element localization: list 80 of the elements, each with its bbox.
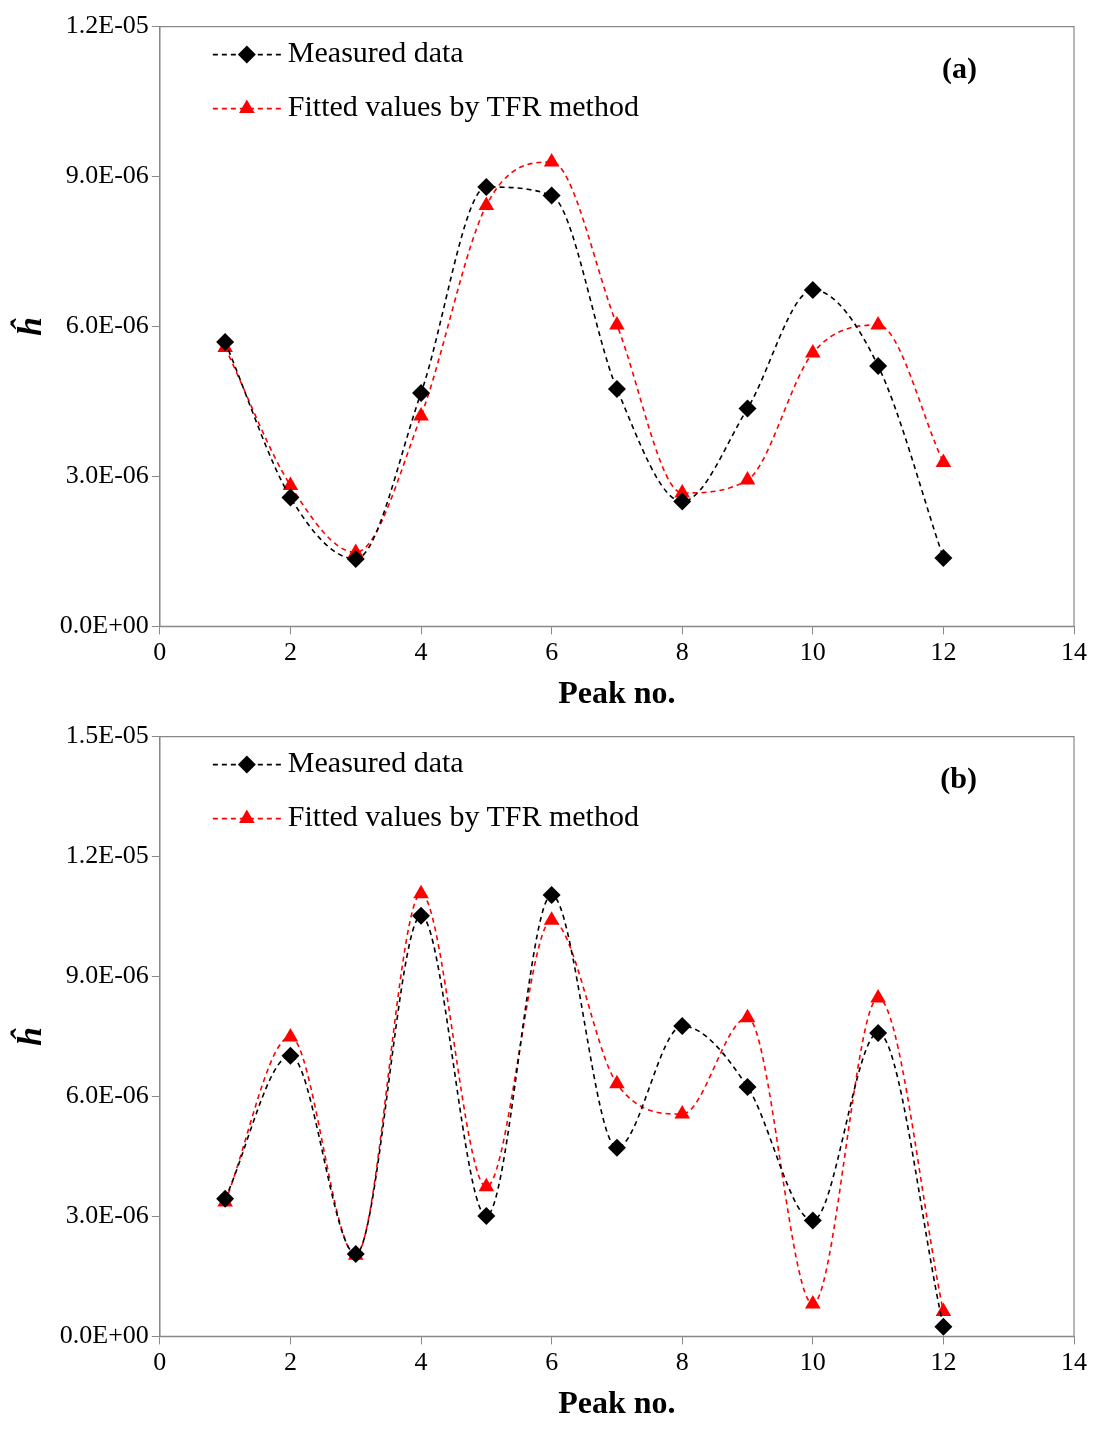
point: [542, 885, 561, 904]
point: [803, 1211, 822, 1230]
point: [934, 548, 953, 567]
point: [870, 316, 886, 330]
point: [739, 1008, 756, 1023]
y-tick-label: 6.0E-06: [65, 310, 149, 340]
point: [282, 1027, 299, 1042]
annotation: (b): [940, 761, 977, 796]
legend-label: Measured data: [287, 35, 464, 69]
y-tick-label: 0.0E+00: [59, 1320, 149, 1350]
point: [609, 1074, 625, 1089]
x-tick-label: 10: [799, 1346, 826, 1376]
point: [543, 153, 560, 167]
x-axis-title: Peak no.: [558, 674, 676, 711]
x-tick-label: 4: [414, 636, 428, 666]
point: [674, 1105, 691, 1119]
y-tick-label: 3.0E-06: [65, 1200, 149, 1230]
point: [803, 281, 822, 300]
y-tick-label: 1.2E-05: [65, 10, 149, 40]
point: [543, 911, 560, 925]
legend-label: Fitted values by TFR method: [287, 799, 639, 833]
point: [412, 906, 431, 925]
legend-label: Measured data: [287, 745, 464, 779]
y-tick-label: 6.0E-06: [65, 1080, 149, 1110]
y-axis-title: ĥ: [10, 317, 49, 336]
point: [935, 1302, 952, 1317]
point: [738, 1077, 757, 1096]
point: [413, 406, 429, 421]
y-tick-label: 9.0E-06: [65, 960, 149, 990]
x-tick-label: 2: [283, 1346, 297, 1376]
point: [216, 333, 235, 351]
point: [935, 453, 952, 467]
point: [412, 383, 431, 402]
point: [934, 1317, 953, 1336]
point: [282, 476, 299, 490]
x-tick-label: 14: [1061, 636, 1087, 666]
y-tick-label: 3.0E-06: [65, 460, 149, 490]
point: [478, 196, 495, 211]
x-tick-label: 2: [283, 636, 297, 666]
point: [673, 492, 692, 511]
point: [869, 1023, 888, 1042]
y-tick-label: 1.5E-05: [65, 720, 149, 750]
point: [870, 989, 886, 1003]
point: [346, 1245, 365, 1264]
y-tick-label: 9.0E-06: [65, 160, 149, 190]
y-axis-title: ĥ: [10, 1027, 49, 1046]
y-tick-label: 0.0E+00: [59, 610, 149, 640]
annotation: (a): [942, 51, 977, 86]
x-tick-label: 8: [675, 1346, 689, 1376]
point: [738, 399, 757, 418]
point: [477, 1207, 496, 1226]
point: [281, 488, 300, 507]
point: [478, 1177, 495, 1192]
point: [805, 1295, 821, 1309]
y-tick-label: 1.2E-05: [65, 840, 149, 870]
point: [216, 1189, 235, 1208]
point: [413, 884, 429, 899]
x-tick-label: 10: [799, 636, 826, 666]
x-tick-label: 12: [930, 1346, 957, 1376]
x-tick-label: 0: [153, 1346, 167, 1376]
point: [609, 316, 625, 330]
point: [739, 470, 756, 485]
x-axis-title: Peak no.: [558, 1384, 676, 1421]
x-tick-label: 14: [1061, 1346, 1087, 1376]
x-tick-label: 8: [675, 636, 689, 666]
point: [477, 178, 496, 197]
point: [869, 356, 888, 375]
x-tick-label: 6: [545, 1346, 559, 1376]
x-tick-label: 4: [414, 1346, 428, 1376]
point: [281, 1046, 300, 1065]
point: [607, 1138, 626, 1157]
point: [673, 1017, 692, 1036]
x-tick-label: 6: [545, 636, 559, 666]
legend-label: Fitted values by TFR method: [287, 89, 639, 123]
x-tick-label: 0: [153, 636, 167, 666]
x-tick-label: 12: [930, 636, 957, 666]
point: [805, 343, 821, 358]
point: [542, 186, 561, 205]
point: [607, 379, 626, 398]
point: [346, 549, 365, 568]
